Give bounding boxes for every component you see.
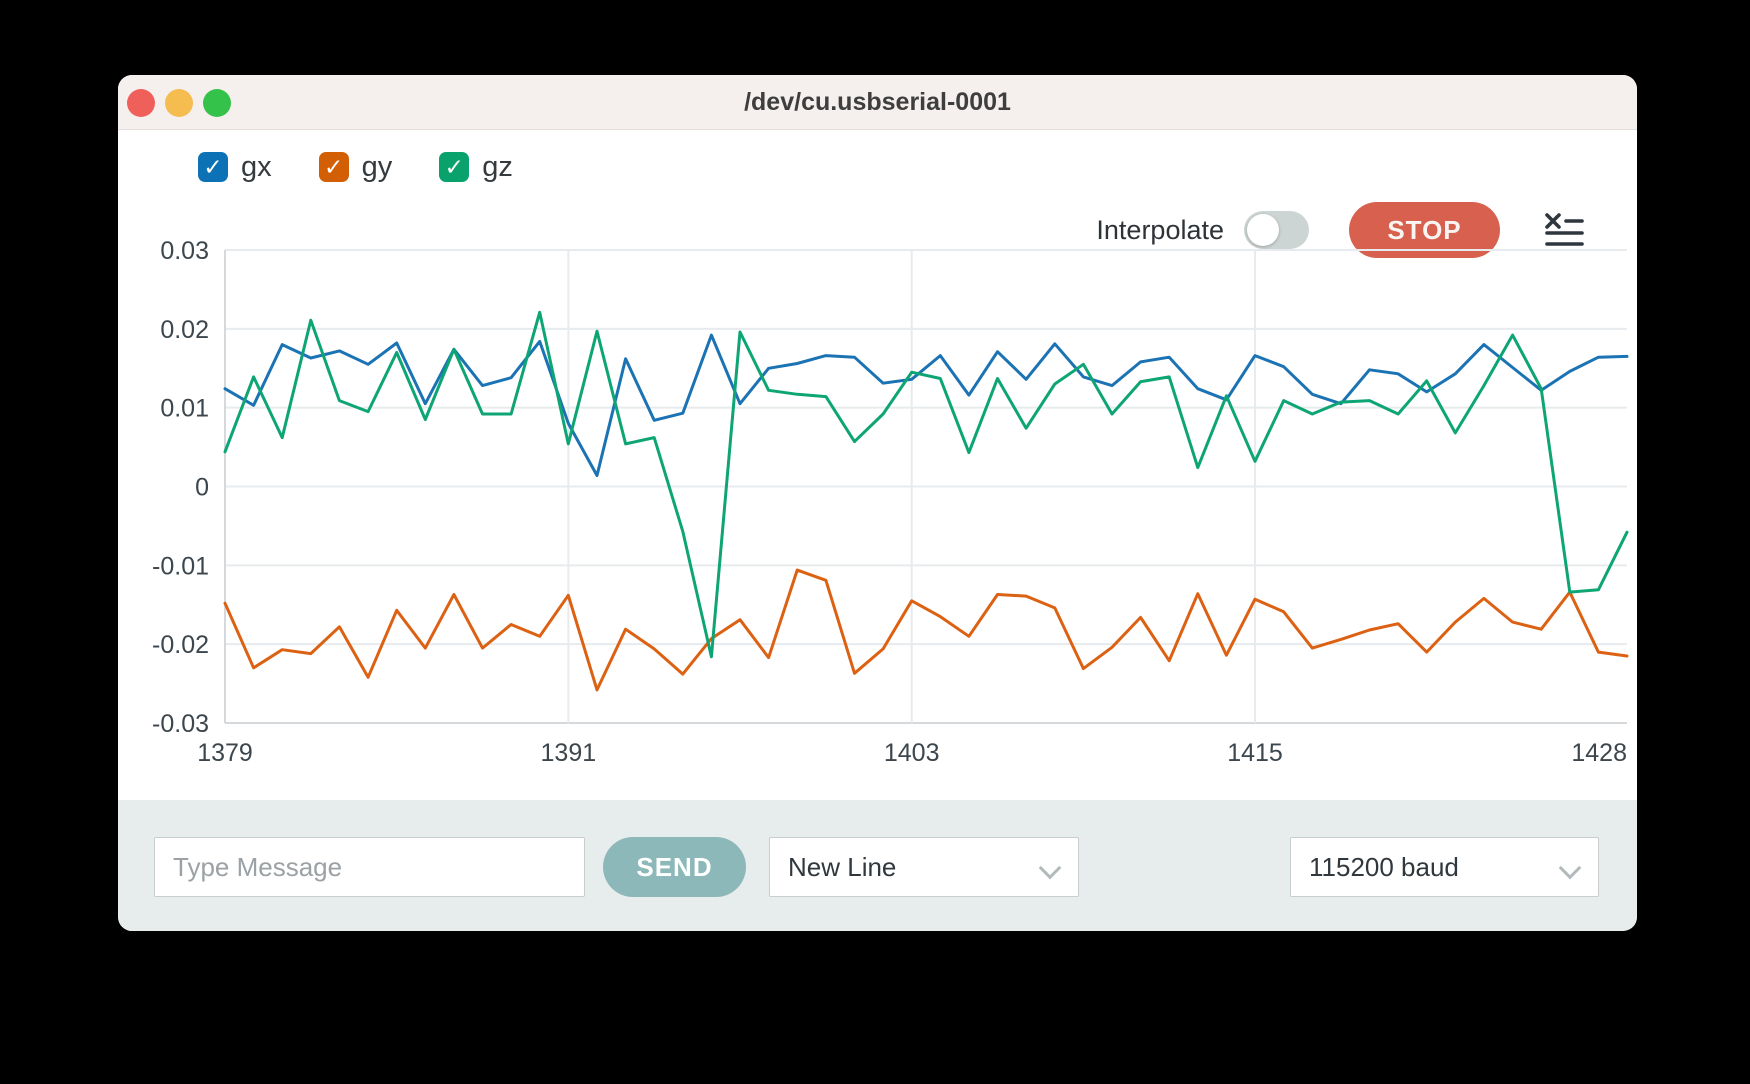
- series-legend: ✓ gx ✓ gy ✓ gz: [198, 151, 513, 184]
- toolbar-right: Interpolate STOP: [1096, 201, 1584, 259]
- chevron-down-icon: [1558, 856, 1582, 880]
- svg-text:1403: 1403: [884, 739, 940, 767]
- app-window: /dev/cu.usbserial-0001 ✓ gx ✓ gy ✓ gz In…: [118, 75, 1637, 931]
- line-ending-value: New Line: [788, 851, 897, 882]
- stop-button[interactable]: STOP: [1349, 202, 1500, 258]
- interpolate-label: Interpolate: [1096, 214, 1224, 245]
- svg-text:-0.01: -0.01: [152, 552, 209, 580]
- svg-text:1415: 1415: [1227, 739, 1283, 767]
- line-ending-select[interactable]: New Line: [769, 837, 1079, 897]
- chart-area: 0.03 0.02 0.01 0 -0.01 -0.02 -0.03 1379 1391 1403…: [118, 205, 1637, 775]
- svg-text:-0.03: -0.03: [152, 710, 209, 738]
- svg-text:1391: 1391: [541, 739, 597, 767]
- send-button[interactable]: SEND: [603, 837, 746, 897]
- bottom-bar: SEND New Line 115200 baud: [118, 800, 1637, 931]
- title-bar: /dev/cu.usbserial-0001: [118, 75, 1637, 130]
- svg-text:0.02: 0.02: [160, 316, 209, 344]
- gy-checkbox[interactable]: ✓: [318, 152, 349, 182]
- toolbar: ✓ gx ✓ gy ✓ gz Interpolate STOP: [118, 138, 1637, 258]
- message-input[interactable]: [154, 837, 585, 897]
- svg-text:-0.02: -0.02: [152, 631, 209, 659]
- gy-label: gy: [361, 150, 393, 183]
- gz-checkbox[interactable]: ✓: [439, 152, 470, 182]
- svg-text:1379: 1379: [197, 739, 253, 767]
- legend-item-gy: ✓ gy: [318, 150, 393, 184]
- svg-text:1428: 1428: [1571, 739, 1627, 767]
- interpolate-toggle[interactable]: [1244, 211, 1309, 249]
- svg-text:0: 0: [195, 474, 209, 502]
- zoom-button[interactable]: [203, 89, 231, 117]
- traffic-lights: [127, 89, 231, 117]
- legend-item-gx: ✓ gx: [198, 151, 272, 184]
- toggle-knob: [1247, 214, 1279, 246]
- svg-text:0.01: 0.01: [160, 395, 209, 423]
- minimize-button[interactable]: [165, 89, 193, 117]
- gz-label: gz: [482, 150, 513, 183]
- svg-text:0.03: 0.03: [160, 237, 209, 265]
- chevron-down-icon: [1038, 856, 1062, 880]
- baud-rate-select[interactable]: 115200 baud: [1290, 837, 1599, 897]
- gx-label: gx: [241, 150, 272, 183]
- baud-rate-value: 115200 baud: [1309, 851, 1459, 882]
- gx-checkbox[interactable]: ✓: [198, 152, 228, 182]
- clear-list-icon[interactable]: [1544, 212, 1584, 248]
- close-button[interactable]: [127, 89, 155, 117]
- legend-item-gz: ✓ gz: [439, 151, 513, 184]
- window-title: /dev/cu.usbserial-0001: [744, 88, 1011, 116]
